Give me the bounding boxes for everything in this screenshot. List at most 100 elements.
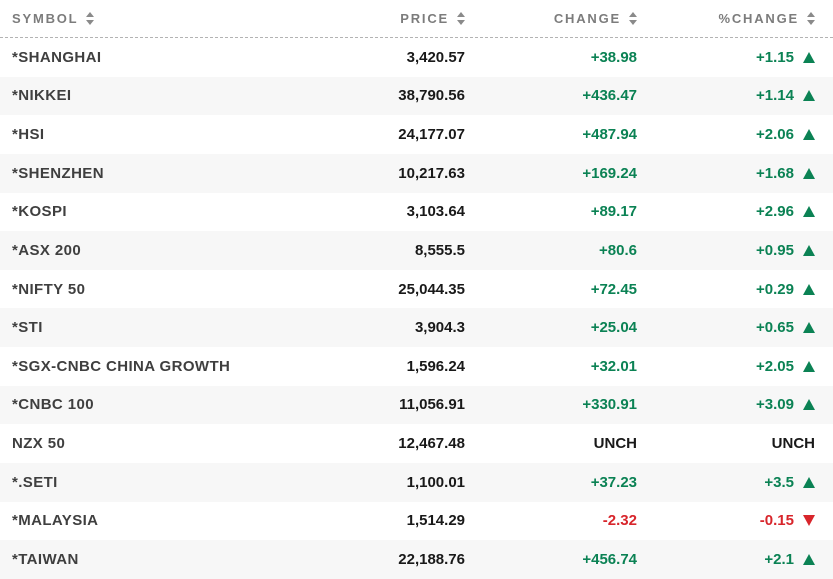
table-body: *SHANGHAI 3,420.57 +38.98 +1.15 *NIKKEI … xyxy=(0,38,833,579)
pct-change-cell: +2.06 xyxy=(637,126,815,143)
change-cell: +72.45 xyxy=(590,280,637,298)
sort-icon xyxy=(807,12,815,25)
table-row[interactable]: *NIKKEI 38,790.56 +436.47 +1.14 xyxy=(0,76,833,116)
change-cell: +456.74 xyxy=(582,550,637,568)
column-header-pct-change[interactable]: %CHANGE xyxy=(637,11,815,26)
change-cell: +436.47 xyxy=(582,87,637,105)
pct-change-value: -0.15 xyxy=(759,512,794,530)
table-row[interactable]: *SHANGHAI 3,420.57 +38.98 +1.15 xyxy=(0,38,833,77)
price-cell: 11,056.91 xyxy=(399,396,465,414)
pct-change-value: +2.96 xyxy=(756,203,794,221)
price-cell: 8,555.5 xyxy=(414,241,465,259)
price-cell: 38,790.56 xyxy=(398,87,465,105)
table-row[interactable]: *ASX 200 8,555.5 +80.6 +0.95 xyxy=(0,231,833,270)
pct-change-cell: +2.96 xyxy=(637,203,815,220)
change-cell: +487.94 xyxy=(582,126,637,144)
table-row[interactable]: *NIFTY 50 25,044.35 +72.45 +0.29 xyxy=(0,270,833,309)
pct-change-value: +3.09 xyxy=(756,396,794,414)
column-header-symbol-label: SYMBOL xyxy=(12,11,79,26)
table-row[interactable]: *SHENZHEN 10,217.63 +169.24 +1.68 xyxy=(0,153,833,193)
pct-change-value: +0.29 xyxy=(756,280,794,298)
change-cell: -2.32 xyxy=(602,512,637,530)
sort-icon xyxy=(457,12,465,25)
column-header-pct-change-label: %CHANGE xyxy=(718,11,799,26)
pct-change-cell: UNCH xyxy=(637,435,815,452)
symbol-cell: *MALAYSIA xyxy=(12,512,99,530)
pct-change-value: +2.1 xyxy=(764,550,794,568)
pct-change-cell: +3.5 xyxy=(637,474,815,491)
pct-change-value: +1.68 xyxy=(756,164,794,182)
sort-icon xyxy=(86,12,95,25)
table-row[interactable]: NZX 50 12,467.48 UNCH UNCH xyxy=(0,424,833,463)
column-header-price-label: PRICE xyxy=(400,11,449,26)
pct-change-cell: +1.68 xyxy=(637,165,815,182)
table-row[interactable]: *STI 3,904.3 +25.04 +0.65 xyxy=(0,308,833,347)
pct-change-value: +3.5 xyxy=(764,473,794,491)
change-cell: +37.23 xyxy=(590,473,637,491)
pct-change-value: +2.06 xyxy=(756,126,794,144)
pct-change-cell: +0.65 xyxy=(637,319,815,336)
price-cell: 1,514.29 xyxy=(406,512,465,530)
column-header-price[interactable]: PRICE xyxy=(310,11,465,26)
pct-change-cell: +2.05 xyxy=(637,358,815,375)
symbol-cell: *STI xyxy=(12,319,43,337)
symbol-cell: *CNBC 100 xyxy=(12,396,94,414)
table-header-row: SYMBOL PRICE CHANGE %CHANGE xyxy=(0,0,833,38)
table-row[interactable]: *KOSPI 3,103.64 +89.17 +2.96 xyxy=(0,193,833,232)
pct-change-cell: +2.1 xyxy=(637,551,815,568)
pct-change-cell: -0.15 xyxy=(637,512,815,529)
symbol-cell: *KOSPI xyxy=(12,203,67,221)
price-cell: 3,420.57 xyxy=(406,48,465,66)
symbol-cell: NZX 50 xyxy=(12,435,66,453)
change-cell: +25.04 xyxy=(590,319,637,337)
pct-change-cell: +0.29 xyxy=(637,281,815,298)
change-cell: +32.01 xyxy=(590,357,637,375)
price-cell: 3,103.64 xyxy=(406,203,465,221)
change-cell: +169.24 xyxy=(582,164,637,182)
price-cell: 1,100.01 xyxy=(406,473,465,491)
pct-change-value: UNCH xyxy=(771,435,815,453)
column-header-change-label: CHANGE xyxy=(553,11,621,26)
direction-arrow-icon xyxy=(803,515,815,527)
direction-arrow-icon xyxy=(803,399,815,411)
price-cell: 25,044.35 xyxy=(398,280,465,298)
direction-arrow-icon xyxy=(803,283,815,295)
table-row[interactable]: *MALAYSIA 1,514.29 -2.32 -0.15 xyxy=(0,502,833,541)
symbol-cell: *SHANGHAI xyxy=(12,48,102,66)
pct-change-value: +0.95 xyxy=(756,241,794,259)
change-cell: +330.91 xyxy=(582,396,637,414)
table-row[interactable]: *HSI 24,177.07 +487.94 +2.06 xyxy=(0,115,833,154)
direction-arrow-icon xyxy=(803,476,815,488)
table-row[interactable]: *SGX-CNBC CHINA GROWTH 1,596.24 +32.01 +… xyxy=(0,347,833,386)
table-row[interactable]: *CNBC 100 11,056.91 +330.91 +3.09 xyxy=(0,385,833,425)
direction-arrow-icon xyxy=(803,167,815,179)
pct-change-value: +2.05 xyxy=(756,357,794,375)
symbol-cell: *.SETI xyxy=(12,473,58,491)
column-header-change[interactable]: CHANGE xyxy=(465,11,637,26)
symbol-cell: *TAIWAN xyxy=(12,550,79,568)
symbol-cell: *NIFTY 50 xyxy=(12,280,86,298)
pct-change-value: +1.15 xyxy=(756,48,794,66)
price-cell: 24,177.07 xyxy=(398,126,465,144)
pct-change-cell: +1.15 xyxy=(637,49,815,66)
symbol-cell: *ASX 200 xyxy=(12,241,82,259)
pct-change-cell: +3.09 xyxy=(637,396,815,413)
direction-arrow-icon xyxy=(803,322,815,334)
direction-arrow-icon xyxy=(803,206,815,218)
direction-arrow-icon xyxy=(803,51,815,63)
pct-change-cell: +0.95 xyxy=(637,242,815,259)
price-cell: 1,596.24 xyxy=(406,357,465,375)
price-cell: 22,188.76 xyxy=(398,550,465,568)
column-header-symbol[interactable]: SYMBOL xyxy=(12,11,310,26)
table-row[interactable]: *.SETI 1,100.01 +37.23 +3.5 xyxy=(0,462,833,502)
pct-change-cell: +1.14 xyxy=(637,87,815,104)
symbol-cell: *SHENZHEN xyxy=(12,164,104,182)
price-cell: 10,217.63 xyxy=(398,164,465,182)
direction-arrow-icon xyxy=(803,553,815,565)
price-cell: 12,467.48 xyxy=(398,435,465,453)
direction-arrow-icon xyxy=(803,244,815,256)
direction-arrow-icon xyxy=(803,129,815,141)
change-cell: UNCH xyxy=(593,435,637,453)
table-row[interactable]: *TAIWAN 22,188.76 +456.74 +2.1 xyxy=(0,540,833,579)
